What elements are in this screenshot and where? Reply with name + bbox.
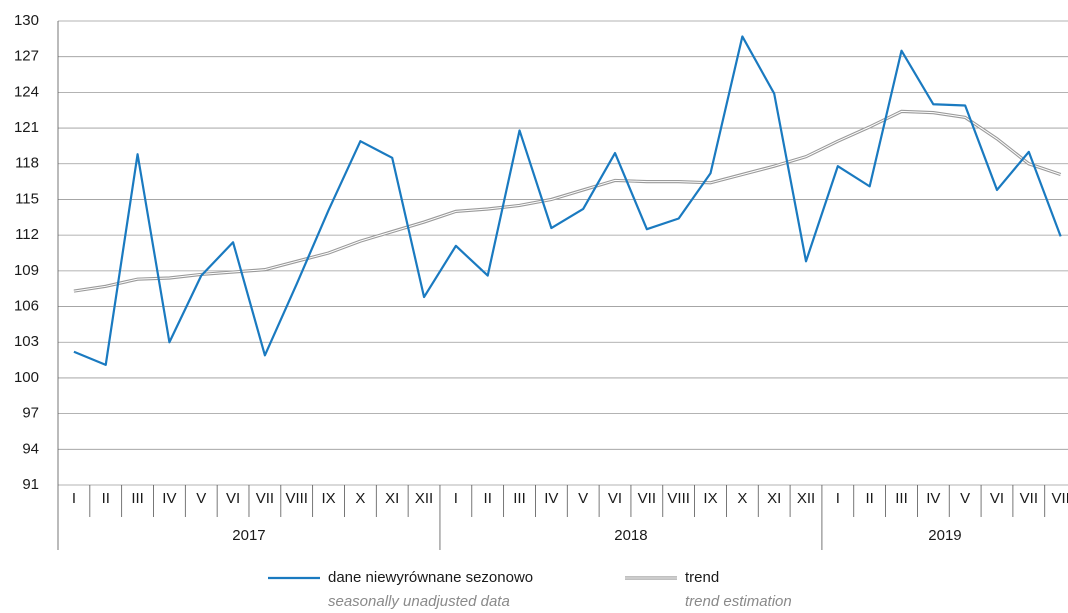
y-tick-label: 103 [14,333,39,350]
x-tick-label: III [513,490,526,507]
x-tick-label: V [196,490,206,507]
x-tick-label: X [737,490,747,507]
y-tick-label: 115 [15,190,39,207]
x-tick-label: II [865,490,873,507]
x-tick-label: II [484,490,492,507]
y-tick-label: 124 [14,83,39,100]
x-tick-label: VI [226,490,240,507]
x-tick-label: IV [544,490,558,507]
x-tick-label: I [836,490,840,507]
legend-label-en: seasonally unadjusted data [328,593,510,610]
y-tick-label: 91 [22,476,39,493]
y-tick-label: 121 [14,119,39,136]
y-tick-label: 109 [14,262,39,279]
x-tick-label: V [578,490,588,507]
x-tick-label: II [102,490,110,507]
year-label: 2017 [232,527,265,544]
y-tick-label: 118 [15,155,39,172]
x-tick-label: VI [990,490,1004,507]
x-tick-label: VII [638,490,656,507]
year-label: 2018 [614,527,647,544]
x-tick-label: XI [767,490,781,507]
trend-line-inner [73,110,1061,292]
y-tick-label: 130 [14,12,39,29]
y-tick-label: 94 [22,440,39,457]
x-tick-label: V [960,490,970,507]
y-tick-label: 106 [14,298,39,315]
y-tick-label: 112 [15,226,39,243]
x-tick-label: IV [926,490,940,507]
series-line [73,35,1062,366]
x-tick-label: X [355,490,365,507]
x-tick-label: VII [1020,490,1038,507]
x-tick-label: IV [162,490,176,507]
x-tick-label: VII [1051,490,1068,507]
x-tick-label: VII [256,490,274,507]
x-tick-label: III [131,490,144,507]
trend-line [73,109,1062,293]
x-tick-label: VIII [667,490,690,507]
y-tick-label: 97 [22,405,39,422]
y-tick-label: 127 [14,48,39,65]
x-tick-label: I [72,490,76,507]
x-tick-label: XI [385,490,399,507]
x-tick-label: I [454,490,458,507]
x-tick-label: VIII [285,490,308,507]
legend-label: dane niewyrównane sezonowo [328,569,533,586]
x-tick-label: XII [797,490,815,507]
legend-label-en: trend estimation [685,593,792,610]
year-label: 2019 [928,527,961,544]
x-tick-label: IX [321,490,335,507]
x-tick-label: IX [703,490,717,507]
x-tick-label: III [895,490,908,507]
y-tick-label: 100 [14,369,39,386]
legend-label: trend [685,569,719,586]
x-tick-label: VI [608,490,622,507]
x-tick-label: XII [415,490,433,507]
